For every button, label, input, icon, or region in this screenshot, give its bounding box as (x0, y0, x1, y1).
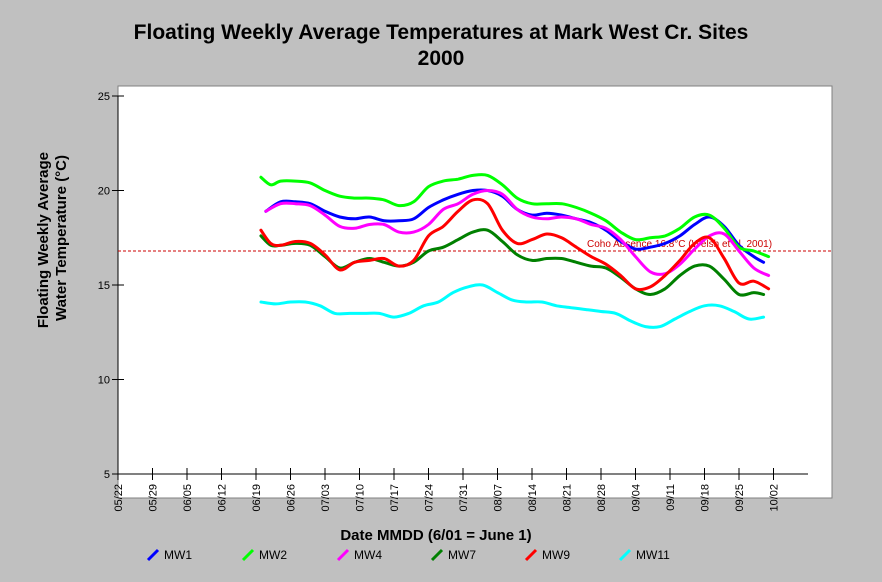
x-tick-label: 07/24 (424, 484, 436, 512)
series-line-mw11 (259, 283, 766, 329)
legend-item-mw7: MW7 (430, 546, 476, 564)
legend: MW1 MW2 MW4 MW7 MW9 MW11 (0, 546, 882, 566)
legend-label: MW7 (448, 548, 476, 562)
x-tick-label: 09/04 (631, 484, 643, 512)
chart-title: Floating Weekly Average Temperatures at … (133, 21, 749, 44)
legend-swatch (618, 548, 632, 562)
x-tick-label: 09/18 (700, 484, 712, 512)
legend-item-mw11: MW11 (618, 546, 670, 564)
y-tick-label: 20 (98, 186, 110, 198)
legend-swatch (241, 548, 255, 562)
legend-item-mw4: MW4 (336, 546, 382, 564)
x-tick-label: 08/28 (596, 484, 608, 512)
legend-swatch-line (430, 548, 444, 562)
legend-swatch-line (241, 548, 255, 562)
y-tick-label: 25 (98, 91, 110, 103)
x-tick-label: 08/21 (562, 484, 574, 512)
legend-swatch (336, 548, 350, 562)
series-group (259, 173, 771, 329)
legend-item-mw9: MW9 (524, 546, 570, 564)
series-line-mw7 (259, 228, 766, 297)
x-tick-label: 06/19 (251, 484, 263, 512)
legend-swatch (146, 548, 160, 562)
reference-line-group: Coho Absence 16.8°C (Welsh et al. 2001) (118, 239, 832, 252)
x-tick-label: 06/05 (182, 484, 194, 512)
x-tick-label: 05/22 (113, 484, 125, 512)
series-line-mw9 (259, 197, 771, 292)
x-tick-label: 07/17 (389, 484, 401, 512)
y-tick-label: 10 (98, 375, 110, 387)
legend-label: MW4 (354, 548, 382, 562)
legend-swatch-line (618, 548, 632, 562)
legend-label: MW11 (636, 548, 670, 562)
y-axis-title-line2: Water Temperature (°C) (53, 155, 70, 321)
coho-threshold-label: Coho Absence 16.8°C (Welsh et al. 2001) (587, 239, 772, 250)
legend-item-mw2: MW2 (241, 546, 287, 564)
x-tick-label: 07/10 (355, 484, 367, 512)
legend-swatch (430, 548, 444, 562)
axes: 5 10 15 20 25 05/22 05/29 06/05 06/12 06/19 06/26 0… (98, 91, 808, 512)
legend-label: MW1 (164, 548, 192, 562)
legend-swatch (524, 548, 538, 562)
legend-label: MW2 (259, 548, 287, 562)
series-line-mw2 (259, 173, 771, 259)
plot-area (117, 85, 833, 499)
legend-label: MW9 (542, 548, 570, 562)
x-tick-label: 05/29 (148, 484, 160, 512)
legend-swatch-line (336, 548, 350, 562)
x-tick-label: 09/25 (734, 484, 746, 512)
x-tick-label: 09/11 (665, 484, 677, 511)
legend-swatch-line (146, 548, 160, 562)
x-axis-title: Date MMDD (6/01 = June 1) (340, 527, 531, 544)
y-tick-label: 5 (104, 469, 110, 481)
y-axis-title-line1: Floating Weekly Average (35, 152, 52, 328)
x-tick-label: 10/02 (769, 484, 781, 512)
x-tick-label: 07/31 (458, 484, 470, 512)
x-tick-label: 08/14 (527, 484, 539, 512)
x-tick-label: 06/12 (217, 484, 229, 512)
x-tick-label: 08/07 (493, 484, 505, 512)
y-axis-title: Floating Weekly Average Water Temperatur… (35, 148, 70, 328)
legend-item-mw1: MW1 (146, 546, 192, 564)
x-tick-label: 07/03 (320, 484, 332, 512)
y-tick-label: 15 (98, 280, 110, 292)
series-line-mw4 (264, 189, 771, 277)
legend-swatch-line (524, 548, 538, 562)
chart-subtitle: 2000 (417, 47, 465, 70)
x-tick-label: 06/26 (286, 484, 298, 512)
